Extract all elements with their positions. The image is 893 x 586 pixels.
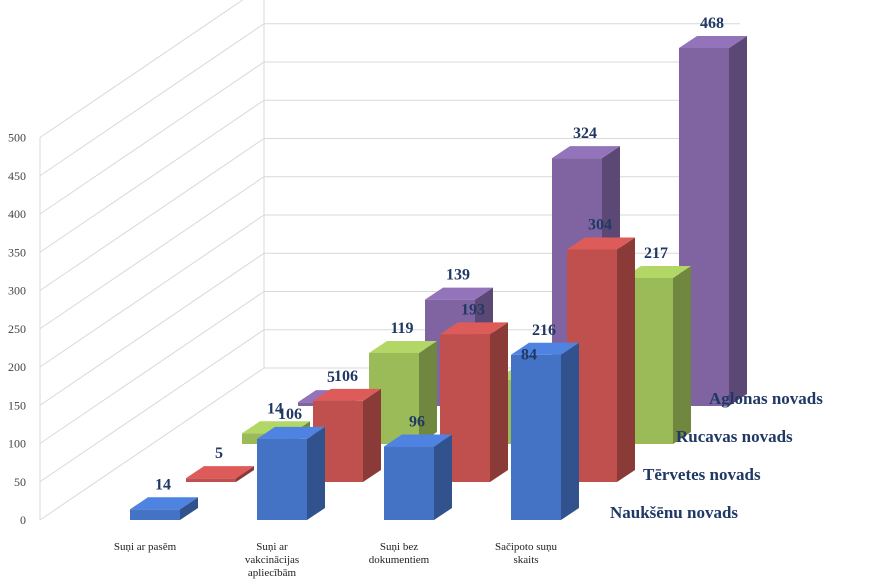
bar <box>384 434 452 520</box>
bar-front <box>511 354 561 520</box>
y-tick-label: 400 <box>8 207 26 221</box>
data-label: 106 <box>278 406 302 423</box>
data-label: 119 <box>390 320 413 337</box>
bar <box>511 342 579 520</box>
category-labels: Suņi ar pasēm Suņi ar vakcinācijas apliecīb… <box>114 541 558 579</box>
gridline-side <box>39 138 265 291</box>
bar-top <box>384 434 452 447</box>
y-tick-label: 300 <box>8 284 26 298</box>
data-label: 14 <box>267 400 283 417</box>
bar-side <box>419 340 437 444</box>
y-tick-label: 100 <box>8 437 26 451</box>
gridline-side <box>39 0 244 138</box>
y-tick-label: 450 <box>8 169 26 183</box>
data-label: 96 <box>409 414 425 431</box>
data-label: 5 <box>215 445 223 462</box>
y-tick-label: 500 <box>8 131 26 145</box>
gridline-side <box>39 176 265 330</box>
bar-top <box>679 35 747 48</box>
series-label: Aglonas novads <box>709 389 823 408</box>
data-label: 324 <box>573 125 597 142</box>
bar-side <box>729 35 747 406</box>
bar-side <box>617 237 635 482</box>
bar-side <box>180 497 198 520</box>
bar-top <box>511 342 579 355</box>
series-label: Naukšēnu novads <box>610 503 738 522</box>
bar-top <box>369 340 437 353</box>
y-axis-ticks: 0 50 100 150 200 250 300 350 400 450 500 <box>8 131 26 528</box>
bar-side <box>363 388 381 482</box>
category-label-line: dokumentiem <box>369 554 430 566</box>
data-label: 84 <box>521 347 537 364</box>
data-label: 139 <box>446 267 470 284</box>
bar-side <box>434 434 452 520</box>
bar-front <box>130 509 180 520</box>
bar-top <box>552 146 620 159</box>
bar <box>130 497 198 520</box>
data-label: 193 <box>461 301 485 318</box>
chart-walls <box>39 0 740 521</box>
bar-top <box>440 322 508 335</box>
bar-side <box>236 466 254 482</box>
data-label: 106 <box>334 368 358 385</box>
bar-top <box>186 466 254 479</box>
category-label-line: apliecībām <box>248 567 297 579</box>
category-label-line: skaits <box>513 554 538 566</box>
gridline-side <box>39 329 265 483</box>
y-tick-label: 200 <box>8 360 26 374</box>
series-labels: Naukšēnu novads Tērvetes novads Rucavas no… <box>610 389 823 522</box>
category-label: Suņi bez dokumentiem <box>369 541 430 566</box>
bar <box>186 466 254 482</box>
data-label: 217 <box>644 245 668 262</box>
bar <box>440 322 508 482</box>
data-label: 468 <box>700 15 724 32</box>
y-tick-label: 350 <box>8 245 26 259</box>
gridline-side <box>39 61 265 215</box>
bar-side <box>307 426 325 520</box>
bar-side <box>673 265 691 444</box>
category-label-line: Suņi ar <box>256 541 288 553</box>
bar-top <box>567 237 635 250</box>
series-label: Rucavas novads <box>676 427 793 446</box>
bar-side <box>561 342 579 520</box>
bar-front <box>257 438 307 520</box>
data-label: 216 <box>532 322 556 339</box>
bar-top <box>257 426 325 439</box>
gridline-side <box>39 252 265 406</box>
category-label-line: Sačipoto suņu <box>495 541 558 553</box>
data-label: 14 <box>155 476 171 493</box>
y-tick-label: 0 <box>20 513 26 527</box>
category-label-line: Suņi bez <box>380 541 418 553</box>
gridline-side <box>39 291 265 444</box>
gridline-side <box>39 214 265 368</box>
series-label: Tērvetes novads <box>643 465 761 484</box>
bar-front <box>186 478 236 482</box>
data-label: 5 <box>327 369 335 386</box>
bar-side <box>490 322 508 482</box>
bar-top <box>130 497 198 510</box>
bar-top <box>313 388 381 401</box>
data-label: 304 <box>588 216 612 233</box>
category-label-line: Suņi ar pasēm <box>114 541 177 553</box>
gridline-side <box>39 23 265 177</box>
category-label-line: vakcinācijas <box>245 554 299 566</box>
bar-top <box>623 265 691 278</box>
category-label: Suņi ar vakcinācijas apliecībām <box>245 541 299 579</box>
bar-front <box>384 446 434 520</box>
category-label: Suņi ar pasēm <box>114 541 177 553</box>
category-label: Sačipoto suņu skaits <box>495 541 558 566</box>
bar <box>257 426 325 520</box>
bar-top <box>425 287 493 300</box>
y-tick-label: 150 <box>8 398 26 412</box>
y-tick-label: 50 <box>14 475 26 489</box>
gridline-side <box>39 367 265 521</box>
gridline-side <box>39 99 265 253</box>
y-tick-label: 250 <box>8 322 26 336</box>
